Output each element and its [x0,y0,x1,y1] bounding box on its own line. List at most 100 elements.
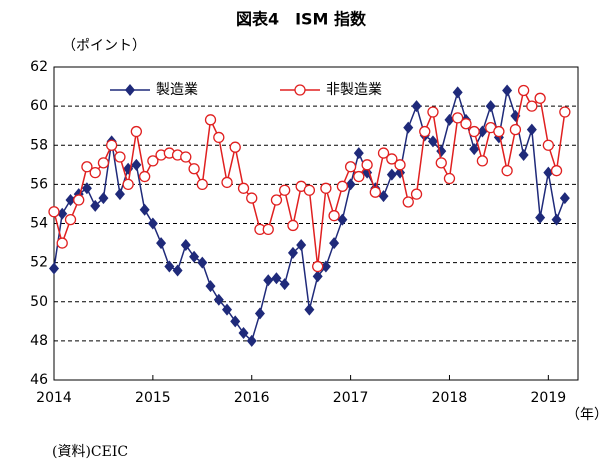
legend-marker [294,84,306,96]
source: (資料)CEIC [52,444,128,459]
point [287,219,299,232]
point [172,264,183,277]
point [386,168,397,181]
point [303,184,316,196]
point [164,260,175,273]
point [65,194,76,207]
point [452,112,464,124]
point [452,86,463,99]
x-tick-label: 2018 [432,390,468,406]
point [230,315,241,328]
point [353,170,365,183]
point [394,159,406,171]
point [57,207,68,220]
point [89,166,101,179]
point [139,170,151,183]
point [485,100,496,113]
y-tick-label: 50 [30,294,48,310]
point [64,213,77,226]
point [542,139,554,151]
point [196,178,208,191]
point [526,123,537,136]
point [279,184,291,196]
x-tick-label: 2015 [135,390,171,406]
point [443,172,456,185]
x-tick-label: 2014 [36,390,72,406]
point [460,118,472,130]
y-tick-label: 52 [30,255,48,271]
y-tick-label: 60 [30,98,48,114]
chart-title: 図表4 ISM 指数 [236,10,367,29]
point [122,178,134,191]
point [312,270,323,283]
point [518,149,529,162]
point [377,147,390,159]
point [551,213,562,226]
point [427,135,438,148]
point [147,217,158,230]
legend-label: 製造業 [156,82,198,98]
point [402,196,414,208]
point [559,106,571,118]
point [296,239,307,252]
point [336,180,349,192]
point [263,274,274,287]
x-tick-label: 2016 [234,390,270,406]
point [48,206,60,218]
point [403,121,414,134]
point [205,280,216,293]
point [476,155,489,167]
point [411,100,422,113]
point [197,256,208,269]
point [73,194,85,206]
series-line [53,88,566,267]
point [526,100,538,112]
point [130,125,143,138]
y-tick-label: 48 [30,333,48,349]
point [361,159,373,171]
point [337,213,348,226]
point [131,158,142,171]
y-tick-label: 58 [30,137,48,153]
point [410,188,423,200]
point [493,125,505,138]
y-tick-label: 62 [30,59,48,75]
y-tick-label: 56 [30,176,48,192]
point [353,147,364,160]
point [98,192,109,205]
point [329,237,340,250]
point [509,123,522,136]
point [270,194,283,206]
point [517,84,530,97]
point [345,178,356,191]
point [469,143,480,156]
point [477,125,488,138]
point [90,199,101,212]
point [279,278,290,291]
point [312,260,324,273]
legend-label: 非製造業 [326,82,382,98]
point [535,211,546,224]
legend-marker [125,84,135,96]
point [304,303,315,316]
point [56,237,68,249]
point [550,165,563,177]
point [246,192,258,204]
point [386,153,398,165]
point [328,210,340,222]
point [213,293,224,306]
point [156,237,167,250]
point [320,182,332,194]
point [435,157,447,169]
plot-border [53,66,579,381]
point [237,182,250,194]
point [238,327,249,340]
point [97,157,110,169]
point [427,106,439,118]
point [114,188,125,201]
point [147,155,159,167]
point [262,223,274,236]
point [139,203,150,216]
point [213,131,225,144]
